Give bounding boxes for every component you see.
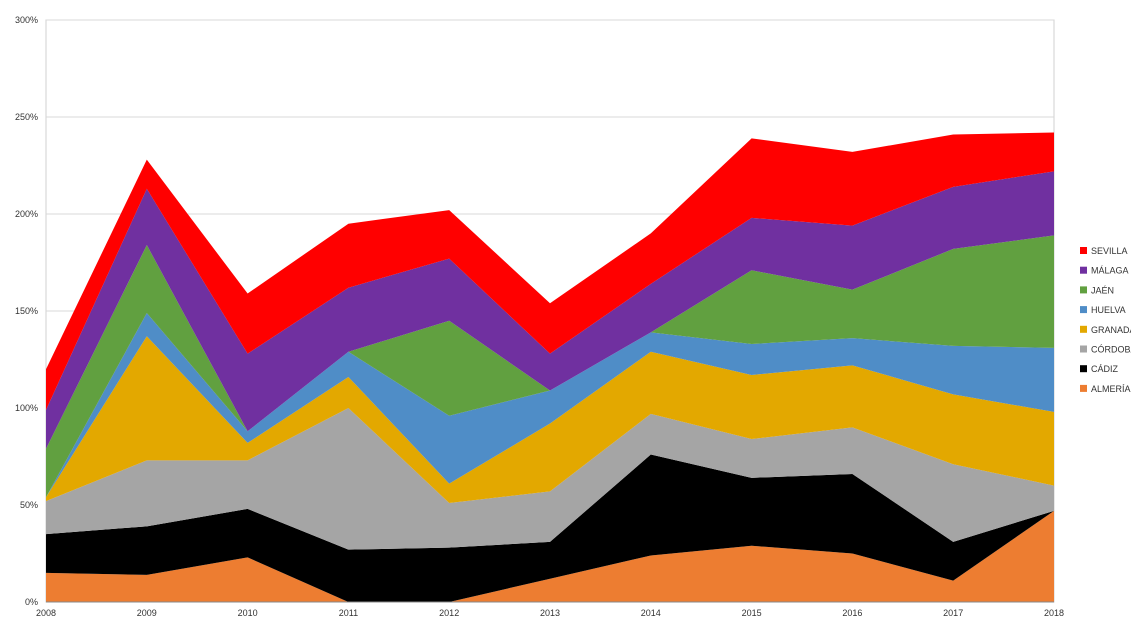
- x-tick-label: 2010: [238, 608, 258, 618]
- legend-label: CÓRDOBA: [1091, 345, 1131, 355]
- x-tick-label: 2013: [540, 608, 560, 618]
- x-tick-label: 2015: [742, 608, 762, 618]
- legend: SEVILLA MÁLAGA JAÉN HUELVA GRANADA CÓRDOBA CÁD…: [1080, 246, 1131, 394]
- area-jaen: [46, 235, 1054, 498]
- legend-swatch: [1080, 286, 1087, 294]
- legend-label: JAÉN: [1091, 285, 1114, 295]
- x-tick-label: 2016: [842, 608, 862, 618]
- area-cordoba: [46, 408, 1054, 550]
- y-tick-label: 50%: [20, 500, 38, 510]
- area-almeria: [46, 510, 1054, 602]
- legend-swatch: [1080, 247, 1087, 254]
- area-huelva: [46, 312, 1054, 498]
- x-tick-label: 2008: [36, 608, 56, 618]
- y-tick-label: 200%: [15, 209, 38, 219]
- legend-swatch: [1080, 306, 1087, 314]
- area-series: [46, 132, 1054, 602]
- legend-label: SEVILLA: [1091, 246, 1128, 256]
- x-tick-label: 2012: [439, 608, 459, 618]
- x-tick-labels: 2008 2009 2010 2011 2012 2013 2014 2015 2016 2017…: [36, 608, 1064, 618]
- y-tick-label: 250%: [15, 112, 38, 122]
- y-tick-label: 0%: [25, 597, 38, 607]
- legend-swatch: [1080, 266, 1087, 274]
- x-tick-label: 2017: [943, 608, 963, 618]
- legend-label: CÁDIZ: [1091, 364, 1119, 374]
- x-tick-label: 2009: [137, 608, 157, 618]
- legend-swatch: [1080, 345, 1087, 353]
- legend-swatch: [1080, 384, 1087, 392]
- x-tick-label: 2018: [1044, 608, 1064, 618]
- y-tick-labels: 0% 50% 100% 150% 200% 250% 300%: [15, 15, 38, 607]
- area-sevilla: [46, 132, 1054, 410]
- y-tick-label: 150%: [15, 306, 38, 316]
- area-granada: [46, 336, 1054, 504]
- x-tick-label: 2011: [339, 608, 358, 618]
- y-tick-label: 100%: [15, 403, 38, 413]
- legend-label: GRANADA: [1091, 325, 1131, 335]
- legend-swatch: [1080, 325, 1087, 333]
- area-malaga: [46, 171, 1054, 449]
- legend-label: MÁLAGA: [1091, 266, 1129, 276]
- legend-swatch: [1080, 365, 1087, 373]
- y-tick-label: 300%: [15, 15, 38, 25]
- legend-label: ALMERÍA: [1091, 384, 1131, 394]
- x-tick-label: 2014: [641, 608, 661, 618]
- area-cadiz: [46, 454, 1054, 602]
- legend-label: HUELVA: [1091, 305, 1126, 315]
